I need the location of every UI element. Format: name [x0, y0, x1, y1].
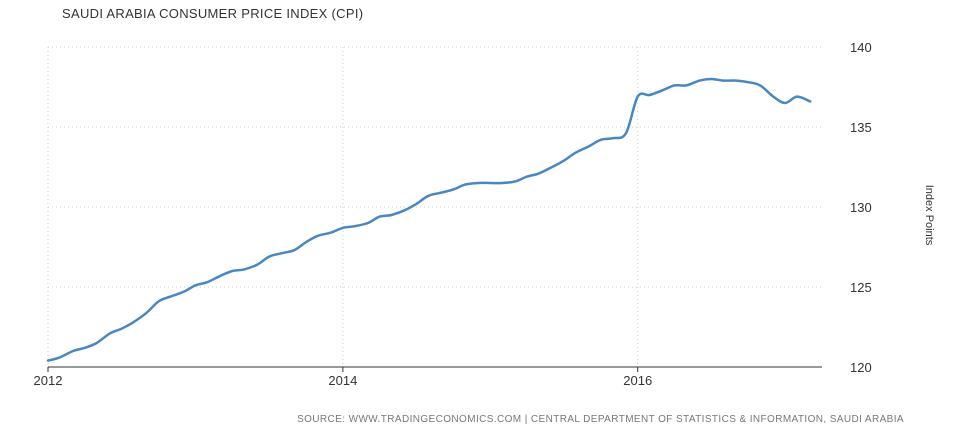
x-tick-label: 2012 [34, 373, 63, 388]
x-tick-label: 2016 [623, 373, 652, 388]
chart-source: SOURCE: WWW.TRADINGECONOMICS.COM | CENTR… [297, 414, 904, 425]
series-line [46, 77, 812, 362]
y-tick-label: 130 [850, 200, 872, 215]
chart-title: SAUDI ARABIA CONSUMER PRICE INDEX (CPI) [62, 6, 364, 21]
y-tick-label: 125 [850, 280, 872, 295]
y-tick-label: 120 [850, 360, 872, 375]
y-tick-label: 135 [850, 120, 872, 135]
x-tick-label: 2014 [328, 373, 357, 388]
y-axis-label: Index Points [923, 185, 935, 246]
y-tick-label: 140 [850, 40, 872, 55]
